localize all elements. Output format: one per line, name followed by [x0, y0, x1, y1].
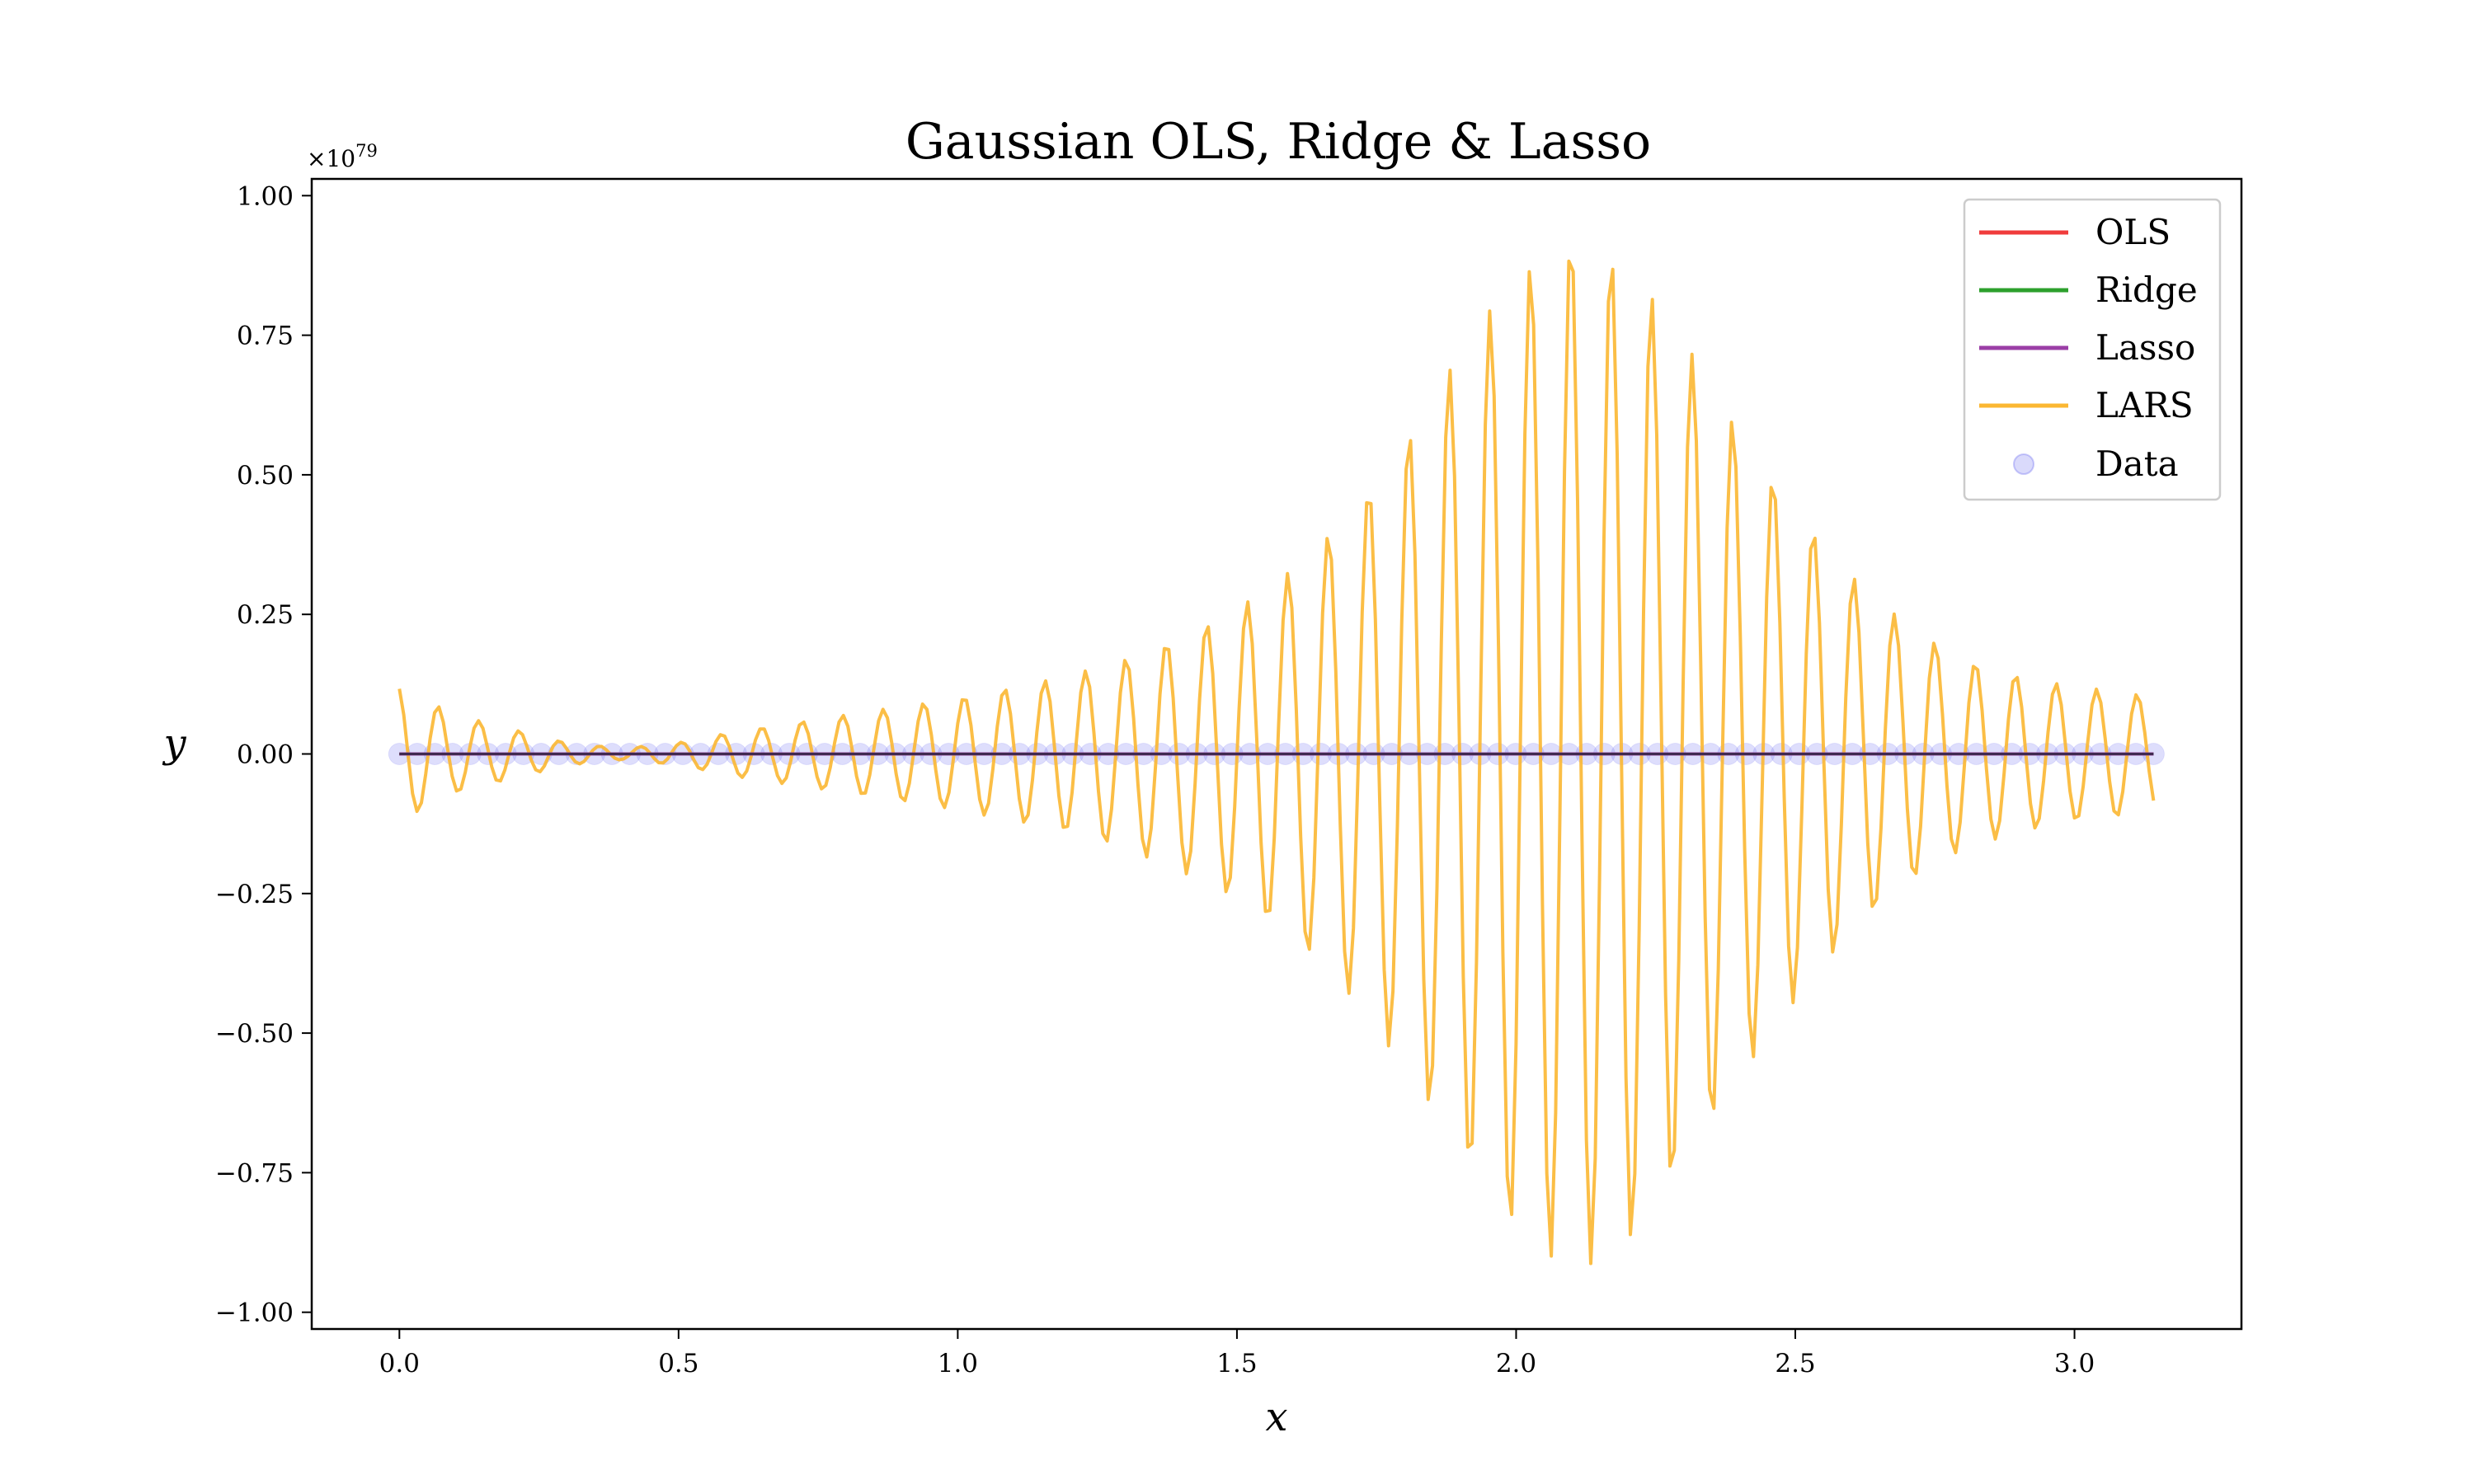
legend-label-ridge: Ridge: [2095, 270, 2198, 310]
legend-item-data: Data: [2013, 444, 2179, 484]
x-tick-label: 3.0: [2054, 1349, 2095, 1378]
legend-item-lars: LARS: [1979, 385, 2194, 425]
legend-label-lars: LARS: [2095, 385, 2194, 425]
x-axis-ticks: 0.0 0.5 1.0 1.5 2.0 2.5 3.0: [379, 1329, 2095, 1378]
x-tick-label: 2.0: [1496, 1349, 1536, 1378]
y-tick-label: −0.75: [215, 1158, 294, 1188]
y-tick-label: 0.75: [237, 322, 294, 351]
legend-item-ols: OLS: [1979, 212, 2171, 252]
legend: OLS Ridge Lasso LARS Data: [1963, 198, 2222, 501]
x-axis-label: x: [1265, 1394, 1287, 1440]
legend-label-ols: OLS: [2095, 212, 2171, 252]
y-tick-label: −0.25: [215, 880, 294, 909]
series-layer: [388, 259, 2165, 1266]
y-axis-label: y: [162, 721, 186, 767]
legend-box: [1963, 198, 2222, 501]
x-tick-label: 1.5: [1216, 1349, 1257, 1378]
chart-title: Gaussian OLS, Ridge & Lasso: [905, 113, 1651, 171]
x-tick-label: 0.5: [658, 1349, 698, 1378]
y-tick-label: 1.00: [237, 181, 294, 211]
y-tick-label: −0.50: [215, 1019, 294, 1049]
legend-label-lasso: Lasso: [2095, 327, 2195, 368]
y-offset-base: ×10: [307, 145, 355, 172]
y-offset-label: ×1079: [307, 141, 378, 172]
y-tick-label: 0.50: [237, 461, 294, 491]
legend-item-lasso: Lasso: [1979, 327, 2195, 368]
x-tick-label: 0.0: [379, 1349, 420, 1378]
y-tick-label: −1.00: [215, 1298, 294, 1328]
y-axis-ticks: −1.00 −0.75 −0.50 −0.25 0.00 0.25 0.50 0.75 1.00: [215, 181, 312, 1328]
y-tick-label: 0.00: [237, 740, 294, 770]
x-tick-label: 1.0: [938, 1349, 978, 1378]
legend-label-data: Data: [2095, 444, 2179, 484]
x-tick-label: 2.5: [1775, 1349, 1815, 1378]
legend-item-ridge: Ridge: [1979, 270, 2198, 310]
y-tick-label: 0.25: [237, 600, 294, 630]
legend-swatch-data: [2013, 453, 2034, 475]
plot-area: 0.0 0.5 1.0 1.5 2.0 2.5 3.0 −1.00 −0.75 −0.50 −0.…: [215, 177, 2243, 1378]
y-offset-exponent: 79: [355, 141, 378, 161]
